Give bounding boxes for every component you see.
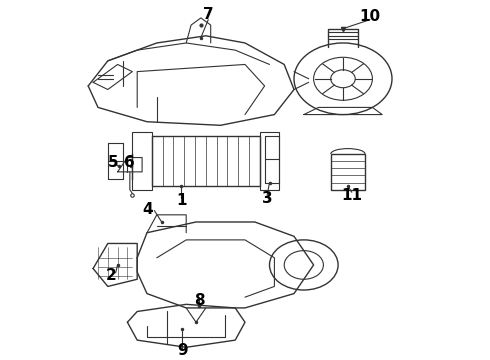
Text: 4: 4 (143, 202, 153, 217)
Text: 7: 7 (203, 7, 214, 22)
Text: 6: 6 (124, 155, 135, 170)
Text: 5: 5 (107, 155, 118, 170)
Text: 3: 3 (262, 191, 272, 206)
Bar (152, 136, 260, 186)
Bar (331, 154, 365, 190)
Text: 8: 8 (194, 293, 205, 307)
Text: 10: 10 (359, 9, 381, 24)
Bar (260, 132, 279, 190)
Bar (132, 132, 152, 190)
Text: 2: 2 (105, 268, 116, 283)
Text: 1: 1 (176, 193, 187, 208)
Text: 11: 11 (342, 188, 362, 203)
Text: 9: 9 (177, 343, 188, 359)
